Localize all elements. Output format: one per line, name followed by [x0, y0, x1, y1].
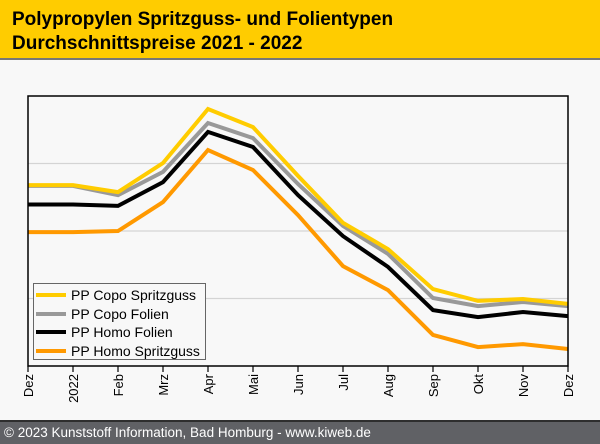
line-chart: Dez 2022 Feb Mrz Apr Mai Jun Jul Aug Sep Okt Nov Dez	[21, 95, 576, 403]
series-lines	[28, 106, 569, 351]
footer: © 2023 Kunststoff Information, Bad Hombu…	[0, 420, 600, 444]
x-tick-label: Mai	[246, 374, 261, 395]
legend-item: PP Copo Spritzguss	[36, 286, 205, 305]
legend-item: PP Copo Folien	[36, 305, 205, 324]
chart-title-line1: Polypropylen Spritzguss- und Folientypen	[12, 9, 394, 30]
x-tick-label: Jul	[336, 374, 351, 391]
legend-swatch	[36, 293, 66, 298]
legend-item: PP Homo Folien	[36, 323, 205, 342]
legend-swatch	[36, 330, 66, 335]
axes	[27, 95, 569, 372]
x-tick-label: Dez	[21, 374, 36, 397]
legend-item: PP Homo Spritzguss	[36, 342, 205, 361]
x-tick-label: Aug	[381, 374, 396, 397]
chart-title-line2: Durchschnittspreise 2021 - 2022	[12, 33, 303, 54]
x-tick-label: Mrz	[156, 374, 171, 396]
x-tick-label: Dez	[561, 374, 576, 397]
legend-label: PP Copo Folien	[71, 305, 169, 322]
x-tick-label: Apr	[201, 373, 216, 394]
legend-label: PP Homo Spritzguss	[71, 342, 200, 359]
chart-header: Polypropylen Spritzguss- und Folientypen…	[0, 0, 600, 60]
x-axis-labels: Dez 2022 Feb Mrz Apr Mai Jun Jul Aug Sep Okt Nov Dez	[21, 373, 576, 403]
x-tick-label: 2022	[66, 374, 81, 403]
x-tick-label: Sep	[426, 374, 441, 397]
x-tick-label: Nov	[516, 374, 531, 398]
legend-label: PP Homo Folien	[71, 324, 173, 341]
series-line	[28, 147, 569, 351]
legend-swatch	[36, 348, 66, 353]
x-tick-label: Feb	[111, 374, 126, 396]
legend-swatch	[36, 311, 66, 316]
legend: PP Copo Spritzguss PP Copo Folien PP Hom…	[33, 283, 206, 360]
series-line	[28, 129, 569, 320]
x-tick-label: Jun	[291, 374, 306, 395]
series-line	[28, 106, 569, 306]
copyright-text: © 2023 Kunststoff Information, Bad Hombu…	[4, 425, 371, 440]
x-tick-label: Okt	[471, 374, 486, 395]
series-line	[28, 120, 569, 309]
legend-label: PP Copo Spritzguss	[71, 287, 197, 304]
